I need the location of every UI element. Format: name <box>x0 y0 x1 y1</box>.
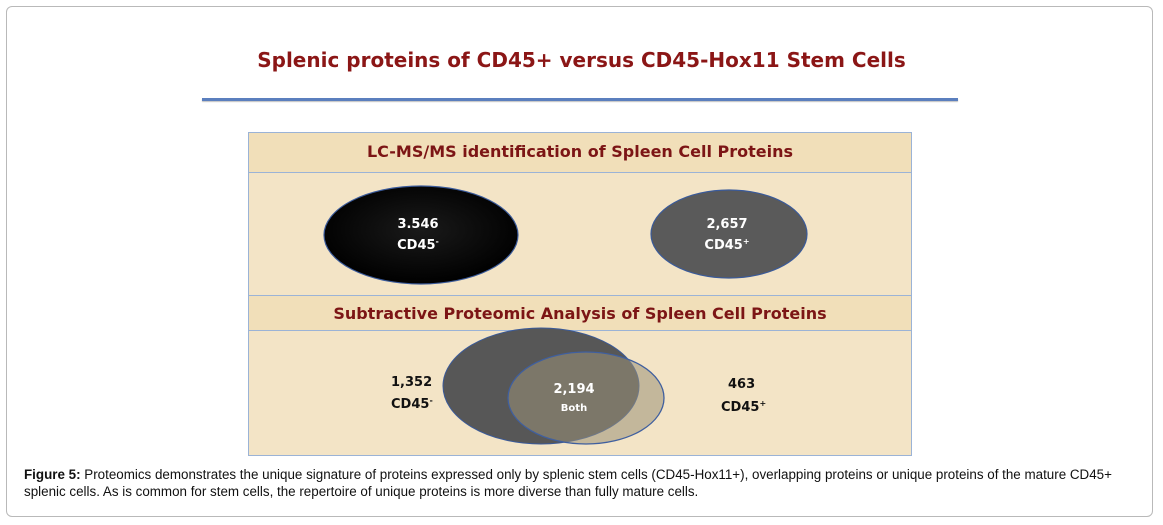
figure-caption: Figure 5: Proteomics demonstrates the un… <box>24 466 1140 500</box>
cd45-plus-ellipse <box>650 189 808 279</box>
cd45-plus-count: 2,657 <box>706 217 747 232</box>
venn-left-count: 1,352 <box>391 375 432 390</box>
caption-text: Proteomics demonstrates the unique signa… <box>24 467 1112 499</box>
caption-label: Figure 5: <box>24 467 81 482</box>
figure-title: Splenic proteins of CD45+ versus CD45-Ho… <box>257 48 906 72</box>
title-underline <box>202 98 958 101</box>
venn-both-label: Both <box>561 403 587 414</box>
section2-heading: Subtractive Proteomic Analysis of Spleen… <box>249 295 911 331</box>
cd45-minus-label: CD45- <box>397 237 439 253</box>
cd45-plus-label: CD45+ <box>704 237 749 253</box>
venn-left-label: CD45- <box>391 396 433 412</box>
venn-right-count: 463 <box>728 377 755 392</box>
venn-right-label: CD45+ <box>721 399 766 415</box>
section1-heading: LC-MS/MS identification of Spleen Cell P… <box>249 132 911 173</box>
cd45-minus-ellipse <box>323 185 519 285</box>
venn-cd45-plus-set <box>507 351 665 445</box>
venn-both-count: 2,194 <box>553 382 594 397</box>
cd45-minus-count: 3.546 <box>397 217 438 232</box>
diagram-panel: LC-MS/MS identification of Spleen Cell P… <box>248 132 912 456</box>
